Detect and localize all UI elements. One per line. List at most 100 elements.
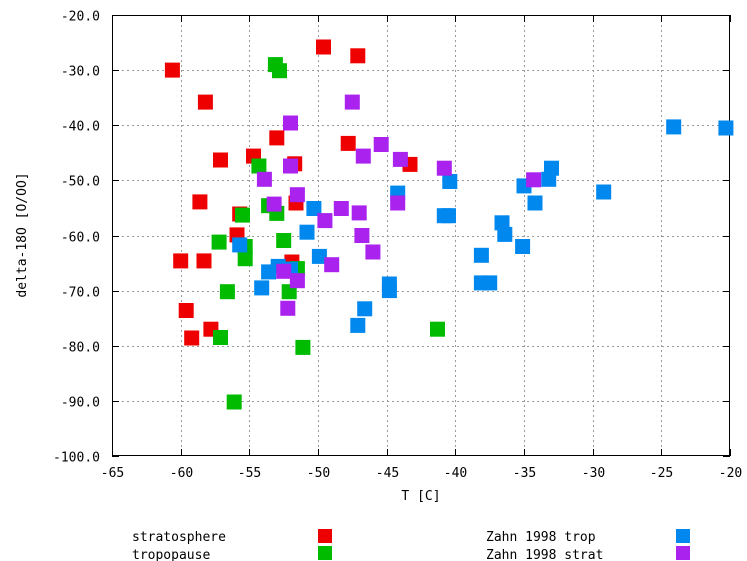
point-tropopause [219, 284, 235, 300]
x-axis-label: T [C] [401, 489, 440, 504]
y-tick-label: -40.0 [61, 120, 100, 135]
point-zahn-1998-strat [289, 273, 305, 289]
y-tick-label: -50.0 [61, 175, 100, 190]
x-tick-label: -35 [513, 466, 536, 481]
point-zahn-1998-strat [283, 158, 298, 174]
x-tick-label: -25 [650, 466, 673, 481]
point-stratosphere [269, 130, 285, 146]
point-stratosphere [178, 303, 194, 318]
legend-label-tropopause: tropopause [132, 548, 210, 561]
legend-label-zahn-1998-strat: Zahn 1998 strat [486, 548, 603, 561]
point-stratosphere [164, 62, 180, 78]
point-zahn-1998-strat [324, 257, 340, 273]
point-layer [164, 39, 734, 410]
y-tick-label: -80.0 [61, 341, 100, 356]
legend-label-zahn-1998-trop: Zahn 1998 trop [486, 530, 596, 545]
point-zahn-1998-strat [373, 137, 389, 152]
x-tick-label: -30 [582, 466, 605, 481]
point-zahn-1998-trop [497, 226, 513, 242]
point-zahn-1998-strat [289, 187, 305, 203]
point-zahn-1998-trop [596, 184, 612, 200]
point-zahn-1998-trop [527, 195, 543, 211]
x-tick-label: -50 [307, 466, 330, 481]
point-zahn-1998-trop [232, 237, 248, 253]
point-stratosphere [316, 39, 331, 55]
point-zahn-1998-trop [311, 248, 327, 264]
y-tick-label: -90.0 [61, 396, 100, 411]
point-stratosphere [184, 330, 200, 346]
legend-label-stratosphere: stratosphere [132, 530, 226, 545]
point-stratosphere [350, 48, 366, 64]
x-tick-label: -60 [170, 466, 193, 481]
point-tropopause [237, 251, 253, 267]
x-tick-label: -20 [719, 466, 742, 481]
point-zahn-1998-trop [261, 264, 277, 280]
x-tick-label: -45 [376, 466, 399, 481]
y-tick-label: -30.0 [61, 65, 100, 80]
point-zahn-1998-strat [256, 171, 272, 187]
point-tropopause [211, 234, 227, 250]
point-zahn-1998-strat [351, 205, 367, 221]
legend-swatch-zahn-1998-strat [676, 546, 690, 560]
point-tropopause [213, 330, 228, 345]
point-zahn-1998-strat [354, 228, 370, 243]
point-zahn-1998-strat [317, 213, 333, 229]
point-zahn-1998-strat [280, 300, 296, 316]
point-zahn-1998-trop [718, 120, 734, 136]
point-tropopause [295, 339, 311, 355]
y-axis-label: delta-18O [O/OO] [15, 172, 30, 297]
point-zahn-1998-trop [494, 215, 510, 231]
point-tropopause [272, 63, 287, 79]
point-zahn-1998-trop [441, 208, 456, 224]
point-zahn-1998-trop [541, 171, 557, 187]
y-tick-label: -70.0 [61, 286, 100, 301]
point-tropopause [430, 321, 445, 337]
x-tick-label: -55 [238, 466, 261, 481]
point-zahn-1998-trop [299, 224, 315, 240]
point-tropopause [276, 233, 292, 248]
point-tropopause [226, 394, 242, 410]
point-zahn-1998-strat [333, 201, 349, 216]
point-zahn-1998-trop [666, 119, 682, 135]
point-zahn-1998-strat [283, 115, 298, 131]
point-zahn-1998-trop [306, 201, 322, 216]
y-tick-label: -60.0 [61, 231, 100, 246]
y-tick-label: -100.0 [53, 451, 100, 466]
legend: stratosphere tropopause Zahn 1998 trop Zahn… [132, 529, 690, 561]
point-zahn-1998-trop [254, 280, 270, 296]
point-stratosphere [213, 152, 228, 168]
grid-layer [112, 15, 730, 456]
point-zahn-1998-trop [482, 275, 498, 291]
point-zahn-1998-strat [344, 94, 360, 110]
x-tick-label: -65 [101, 466, 124, 481]
point-zahn-1998-strat [526, 172, 542, 188]
point-zahn-1998-strat [365, 244, 381, 260]
point-stratosphere [192, 194, 208, 210]
point-zahn-1998-strat [436, 160, 452, 176]
point-zahn-1998-trop [442, 174, 458, 189]
point-stratosphere [340, 135, 356, 151]
point-zahn-1998-strat [355, 148, 371, 164]
legend-swatch-tropopause [318, 546, 332, 560]
point-tropopause [251, 158, 267, 174]
point-zahn-1998-strat [390, 195, 406, 211]
point-stratosphere [197, 94, 213, 110]
legend-swatch-stratosphere [318, 529, 332, 543]
point-zahn-1998-trop [350, 317, 366, 333]
x-tick-label: -40 [444, 466, 467, 481]
point-stratosphere [173, 253, 189, 269]
point-zahn-1998-strat [276, 263, 292, 279]
point-zahn-1998-trop [515, 239, 531, 254]
y-tick-label: -20.0 [61, 10, 100, 25]
point-zahn-1998-trop [357, 301, 373, 317]
plot-frame [112, 15, 730, 456]
point-zahn-1998-trop [473, 247, 489, 263]
point-stratosphere [196, 253, 212, 269]
point-zahn-1998-trop [381, 283, 397, 299]
legend-swatch-zahn-1998-trop [676, 529, 690, 543]
point-zahn-1998-strat [266, 196, 282, 212]
point-tropopause [235, 207, 250, 223]
point-zahn-1998-strat [392, 151, 408, 167]
tick-layer: -20.0 -30.0 -40.0 -50.0 -60.0 -70.0 -80.0 -90.0… [53, 10, 742, 482]
